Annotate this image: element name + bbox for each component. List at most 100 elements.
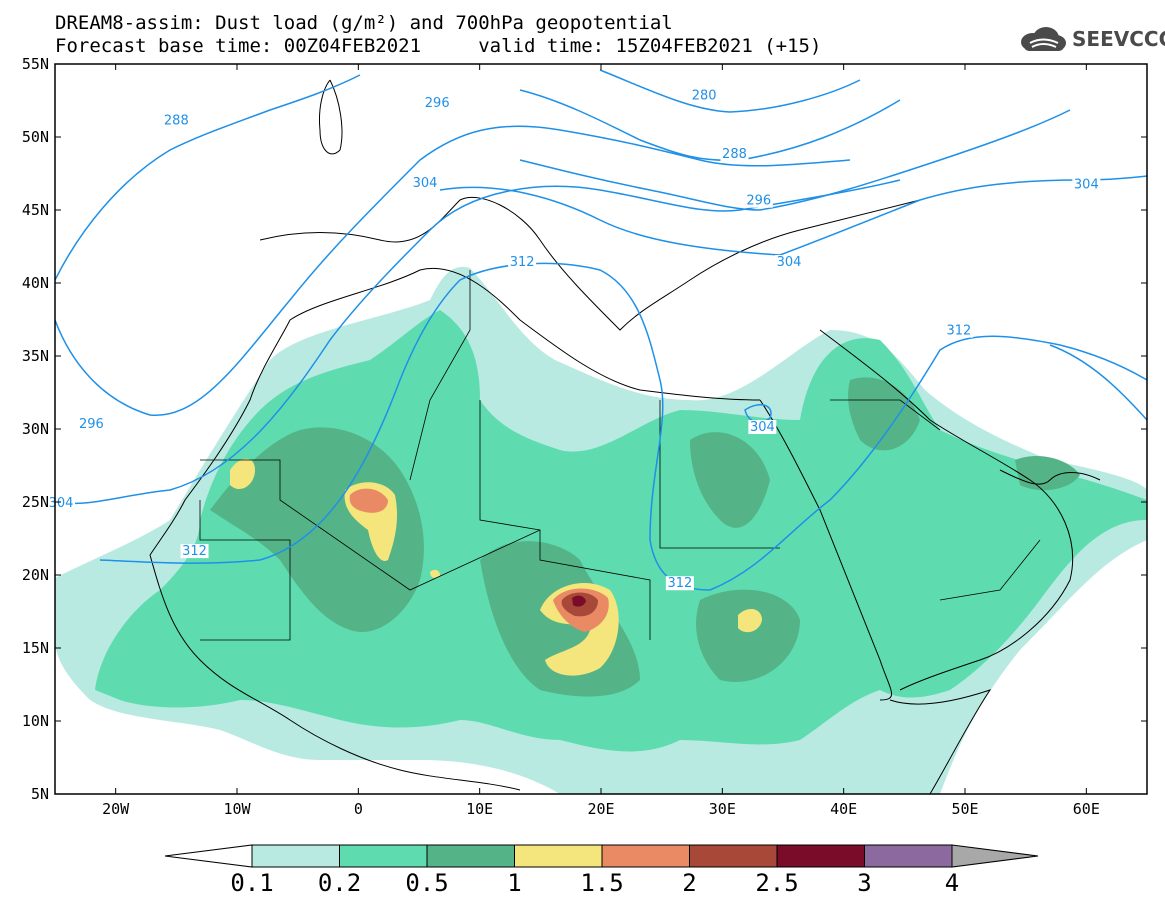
contour-label-bg [411, 176, 440, 191]
lat-tick-label: 45N [22, 201, 49, 219]
lat-tick-label: 50N [22, 128, 49, 146]
border [939, 539, 1041, 601]
contour-label: 312 [947, 324, 972, 339]
lat-tick-label: 30N [22, 420, 49, 438]
contour-label-bg [944, 323, 973, 338]
dust-layer-dark [696, 589, 800, 682]
cloud-icon [1021, 27, 1066, 51]
border [659, 400, 780, 549]
coastline-britain [319, 79, 343, 155]
border [479, 400, 541, 531]
lon-tick-label: 50E [951, 800, 978, 818]
contour-label-bg [720, 146, 749, 161]
dust-layer-dark [848, 377, 920, 451]
contour-288-west [55, 74, 361, 281]
coastlines [149, 79, 1101, 794]
lat-tick-label: 5N [31, 785, 49, 803]
coastline-africa-west [149, 268, 761, 556]
contour-label: 304 [750, 420, 775, 435]
contour-304-small [744, 403, 772, 423]
lat-tick-label: 35N [22, 347, 49, 365]
colorbar-label: 3 [857, 869, 871, 897]
dust-layer-yellow [738, 608, 762, 633]
coastline-horn [889, 689, 992, 794]
longitude-labels: 20W 10W 0 10E 20E 30E 40E 50E 60E [102, 800, 1100, 818]
contour-288-east [519, 89, 901, 162]
coastline-gulf-guinea [149, 554, 521, 791]
dust-layer-yellow [430, 569, 440, 579]
dust-layer-dark [690, 432, 770, 528]
coastline-red-sea [759, 399, 893, 701]
colorbar-label: 0.5 [405, 869, 448, 897]
colorbar-box [514, 844, 603, 868]
lat-tick-label: 25N [22, 493, 49, 511]
lat-tick-label: 15N [22, 639, 49, 657]
colorbar-label: 2 [682, 869, 696, 897]
dust-layer-yellow [230, 458, 255, 490]
contour-east-312 [1049, 344, 1147, 421]
contour-label-bg [423, 95, 452, 110]
contour-label: 288 [164, 113, 189, 128]
contour-label-bg [508, 255, 537, 270]
dust-field [55, 266, 1147, 794]
colorbar-box [776, 844, 865, 868]
contour-label: 312 [667, 576, 692, 591]
lat-tick-label: 10N [22, 712, 49, 730]
contour-label: 304 [49, 496, 74, 511]
contour-label-bg [690, 88, 719, 103]
lon-tick-label: 60E [1073, 800, 1100, 818]
contour-label: 296 [79, 417, 104, 432]
dust-layer-orange [349, 488, 388, 513]
coastline-europe [259, 196, 921, 331]
contour-label-bg [744, 193, 773, 208]
dust-layer-dark [210, 427, 424, 632]
contour-label: 304 [413, 176, 438, 191]
contour-labels: 288 296 280 288 304 296 304 312 304 312 296 304 304 3… [47, 88, 1101, 591]
colorbar-under-triangle [164, 844, 253, 868]
lon-tick-label: 30E [709, 800, 736, 818]
contour-label: 312 [510, 255, 535, 270]
colorbar-box [251, 844, 340, 868]
map-title: DREAM8-assim: Dust load (g/m²) and 700hP… [55, 12, 673, 34]
contour-label: 296 [746, 194, 771, 209]
lat-tick-label: 40N [22, 274, 49, 292]
contour-label: 296 [425, 96, 450, 111]
colorbar-label: 0.2 [318, 869, 361, 897]
coastline-arabia [819, 329, 1074, 691]
lon-tick-label: 0 [354, 800, 363, 818]
contour-label-bg [180, 544, 209, 559]
contour-label-bg [47, 495, 76, 510]
country-borders [199, 270, 1041, 641]
contour-label: 304 [777, 255, 802, 270]
contour-280 [599, 69, 861, 113]
border [830, 399, 941, 431]
dust-layer-maroon [572, 595, 586, 607]
contour-label-bg [775, 255, 804, 270]
contour-296-east [519, 109, 1071, 211]
contour-label-bg [1072, 177, 1101, 192]
colorbar: 0.1 0.2 0.5 1 1.5 2 2.5 3 4 [164, 844, 1039, 897]
colorbar-label: 1.5 [580, 869, 623, 897]
border [200, 459, 651, 640]
colorbar-box [689, 844, 778, 868]
colorbar-box [864, 844, 953, 868]
lat-tick-label: 20N [22, 566, 49, 584]
dust-layer-dark [1015, 455, 1080, 491]
seevccc-logo: SEEVCCC [1018, 26, 1165, 52]
contour-label: 280 [692, 89, 717, 104]
colorbar-box [339, 844, 428, 868]
contour-296-west [55, 125, 851, 416]
border [199, 500, 291, 641]
logo-text: SEEVCCC [1072, 27, 1165, 51]
contour-label: 312 [182, 544, 207, 559]
latitude-labels: 55N 50N 45N 40N 35N 30N 25N 20N 15N 10N 5N [22, 55, 49, 803]
axis-ticks [55, 63, 1147, 795]
coastline-persian-gulf [999, 469, 1101, 485]
contour-label-bg [665, 576, 694, 591]
contour-label: 304 [1074, 178, 1099, 193]
contour-304-east [439, 175, 1147, 256]
colorbar-label: 2.5 [755, 869, 798, 897]
colorbar-label: 1 [507, 869, 521, 897]
colorbar-label: 4 [945, 869, 959, 897]
